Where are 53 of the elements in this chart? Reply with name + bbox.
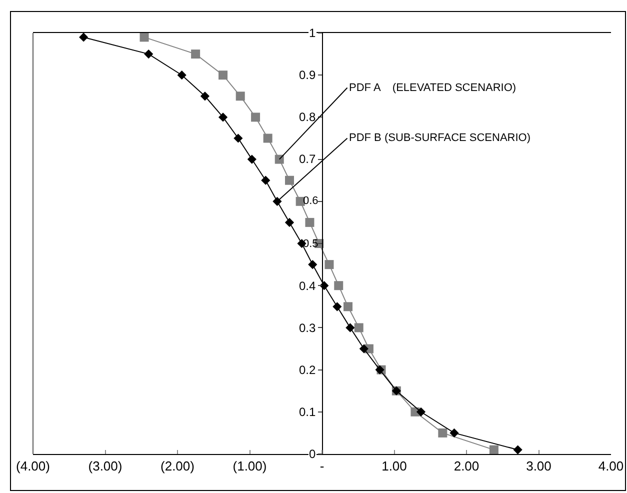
point <box>200 92 210 101</box>
point <box>251 112 260 122</box>
x-tick-label: 3.00 <box>526 458 552 474</box>
x-tick-label: (3.00) <box>88 458 122 474</box>
point <box>263 134 272 143</box>
x-tick-label: (2.00) <box>160 458 194 474</box>
point <box>489 445 498 454</box>
point <box>354 323 364 332</box>
point <box>359 344 368 354</box>
y-tick-label: 0.8 <box>299 110 316 124</box>
point <box>334 281 344 290</box>
point <box>450 428 459 438</box>
y-tick-label: 0.3 <box>299 321 316 335</box>
point <box>513 445 522 454</box>
y-tick-label: 0.1 <box>299 405 316 419</box>
x-tick-label: (1.00) <box>232 458 267 474</box>
point <box>438 428 448 438</box>
point <box>261 176 270 185</box>
y-tick-label: 0.6 <box>303 195 318 207</box>
point <box>344 302 353 312</box>
text: PDF A (ELEVATED SCENARIO) <box>349 82 516 94</box>
point <box>144 50 154 59</box>
point <box>284 218 294 227</box>
y-tick-label: 0.9 <box>299 68 316 82</box>
y-tick-label: 0.2 <box>299 363 316 377</box>
point <box>236 92 245 101</box>
point <box>324 260 334 270</box>
point <box>247 154 256 164</box>
point <box>346 323 355 332</box>
y-tick-label: 0.4 <box>299 279 316 293</box>
point <box>274 154 284 164</box>
point <box>305 218 314 227</box>
point <box>218 70 228 80</box>
x-tick-label: - <box>320 458 324 474</box>
point <box>308 260 318 270</box>
point <box>234 134 243 143</box>
point <box>272 196 282 206</box>
x-tick-label: 1.00 <box>382 458 407 474</box>
x-tick-label: 4.00 <box>598 458 624 474</box>
point <box>191 50 200 59</box>
point <box>140 32 149 42</box>
point <box>177 70 186 80</box>
point <box>332 302 342 312</box>
x-tick-label: 2.00 <box>454 458 480 474</box>
point <box>218 112 228 122</box>
y-tick-label: 0.7 <box>299 152 316 166</box>
y-tick-label: 0 <box>309 447 316 461</box>
text: PDF B (SUB-SURFACE SCENARIO) <box>349 132 531 144</box>
point <box>79 32 88 42</box>
point <box>416 407 426 416</box>
x-tick-label: (4.00) <box>16 458 50 474</box>
point <box>284 176 294 185</box>
y-tick-label: 1 <box>309 26 316 40</box>
